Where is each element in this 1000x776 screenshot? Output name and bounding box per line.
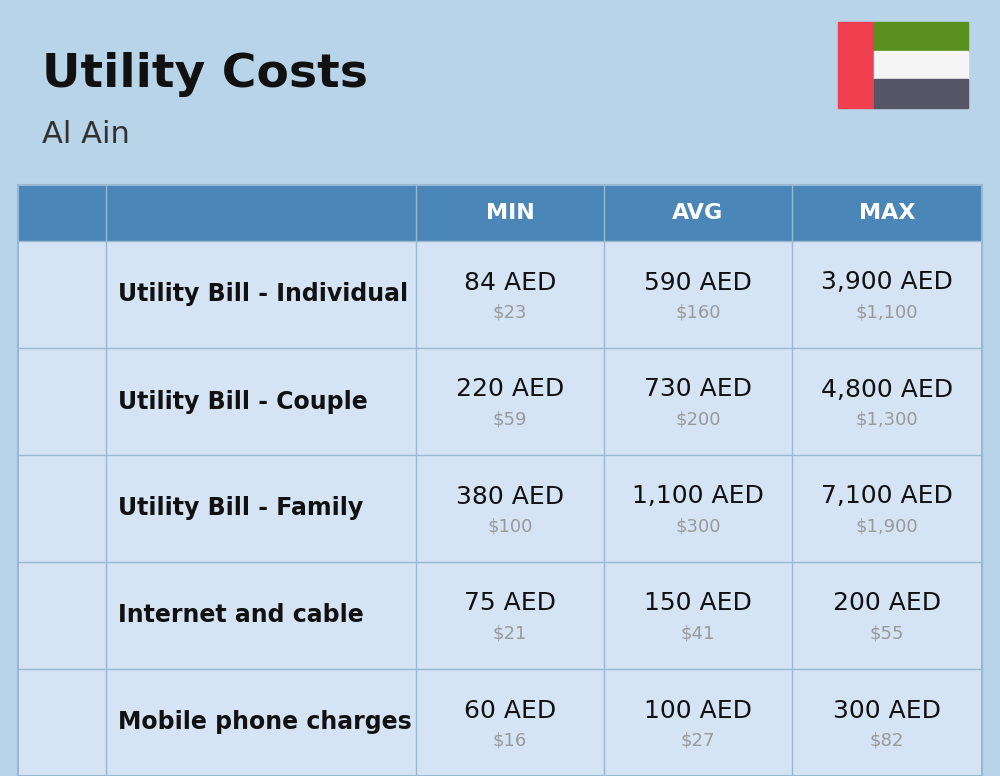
Text: $160: $160 bbox=[675, 303, 721, 321]
Text: Utility Bill - Family: Utility Bill - Family bbox=[118, 497, 363, 521]
FancyBboxPatch shape bbox=[792, 185, 982, 241]
FancyBboxPatch shape bbox=[604, 348, 792, 455]
FancyBboxPatch shape bbox=[792, 241, 982, 348]
Text: 220 AED: 220 AED bbox=[456, 377, 564, 401]
Text: MAX: MAX bbox=[859, 203, 915, 223]
FancyBboxPatch shape bbox=[792, 562, 982, 669]
Text: 730 AED: 730 AED bbox=[644, 377, 752, 401]
Text: 380 AED: 380 AED bbox=[456, 484, 564, 508]
FancyBboxPatch shape bbox=[416, 185, 604, 241]
Text: 60 AED: 60 AED bbox=[464, 698, 556, 722]
Text: 300 AED: 300 AED bbox=[833, 698, 941, 722]
Text: $55: $55 bbox=[870, 625, 904, 643]
FancyBboxPatch shape bbox=[792, 669, 982, 776]
FancyBboxPatch shape bbox=[106, 455, 416, 562]
FancyBboxPatch shape bbox=[604, 562, 792, 669]
Polygon shape bbox=[874, 22, 968, 50]
Text: 7,100 AED: 7,100 AED bbox=[821, 484, 953, 508]
Text: Utility Bill - Individual: Utility Bill - Individual bbox=[118, 282, 408, 307]
FancyBboxPatch shape bbox=[604, 455, 792, 562]
Text: $1,900: $1,900 bbox=[856, 518, 918, 535]
Text: 200 AED: 200 AED bbox=[833, 591, 941, 615]
Text: 150 AED: 150 AED bbox=[644, 591, 752, 615]
Text: $23: $23 bbox=[493, 303, 527, 321]
Text: $21: $21 bbox=[493, 625, 527, 643]
FancyBboxPatch shape bbox=[416, 669, 604, 776]
FancyBboxPatch shape bbox=[416, 241, 604, 348]
FancyBboxPatch shape bbox=[18, 185, 106, 241]
Polygon shape bbox=[874, 79, 968, 108]
FancyBboxPatch shape bbox=[416, 455, 604, 562]
FancyBboxPatch shape bbox=[18, 562, 106, 669]
Text: 590 AED: 590 AED bbox=[644, 271, 752, 295]
FancyBboxPatch shape bbox=[106, 669, 416, 776]
Text: Utility Costs: Utility Costs bbox=[42, 52, 368, 97]
Text: $200: $200 bbox=[675, 411, 721, 428]
FancyBboxPatch shape bbox=[106, 241, 416, 348]
Polygon shape bbox=[838, 22, 874, 108]
FancyBboxPatch shape bbox=[604, 241, 792, 348]
FancyBboxPatch shape bbox=[106, 185, 416, 241]
FancyBboxPatch shape bbox=[604, 185, 792, 241]
Text: $16: $16 bbox=[493, 732, 527, 750]
Text: $1,300: $1,300 bbox=[856, 411, 918, 428]
FancyBboxPatch shape bbox=[106, 348, 416, 455]
Polygon shape bbox=[874, 50, 968, 79]
Text: Utility Bill - Couple: Utility Bill - Couple bbox=[118, 390, 368, 414]
Text: 1,100 AED: 1,100 AED bbox=[632, 484, 764, 508]
Text: $59: $59 bbox=[493, 411, 527, 428]
Text: $100: $100 bbox=[487, 518, 533, 535]
FancyBboxPatch shape bbox=[18, 241, 106, 348]
Text: $41: $41 bbox=[681, 625, 715, 643]
FancyBboxPatch shape bbox=[416, 348, 604, 455]
Text: Al Ain: Al Ain bbox=[42, 120, 130, 149]
FancyBboxPatch shape bbox=[792, 348, 982, 455]
Text: AVG: AVG bbox=[672, 203, 724, 223]
Text: Mobile phone charges: Mobile phone charges bbox=[118, 711, 412, 735]
FancyBboxPatch shape bbox=[18, 669, 106, 776]
FancyBboxPatch shape bbox=[18, 348, 106, 455]
Text: 100 AED: 100 AED bbox=[644, 698, 752, 722]
Text: $27: $27 bbox=[681, 732, 715, 750]
Text: $1,100: $1,100 bbox=[856, 303, 918, 321]
Text: 84 AED: 84 AED bbox=[464, 271, 556, 295]
Text: $300: $300 bbox=[675, 518, 721, 535]
Text: 75 AED: 75 AED bbox=[464, 591, 556, 615]
Text: Internet and cable: Internet and cable bbox=[118, 604, 364, 628]
Text: 3,900 AED: 3,900 AED bbox=[821, 271, 953, 295]
Text: $82: $82 bbox=[870, 732, 904, 750]
FancyBboxPatch shape bbox=[416, 562, 604, 669]
Text: MIN: MIN bbox=[486, 203, 534, 223]
Text: 4,800 AED: 4,800 AED bbox=[821, 377, 953, 401]
FancyBboxPatch shape bbox=[792, 455, 982, 562]
FancyBboxPatch shape bbox=[106, 562, 416, 669]
FancyBboxPatch shape bbox=[604, 669, 792, 776]
FancyBboxPatch shape bbox=[18, 455, 106, 562]
